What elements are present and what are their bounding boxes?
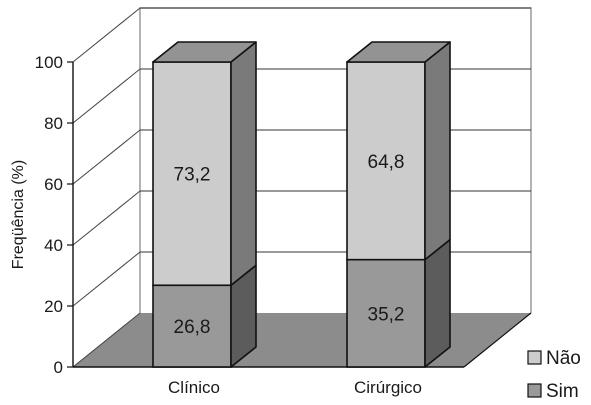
legend-label-sim: Sim <box>546 381 579 402</box>
side-gridline-5 <box>72 7 141 63</box>
bar-não-top <box>152 41 257 63</box>
y-tick-label: 80 <box>44 114 63 133</box>
bar-não-side <box>424 41 451 261</box>
y-tick-label: 100 <box>35 53 63 72</box>
y-tick-label: 40 <box>44 236 63 255</box>
data-label: 26,8 <box>174 317 211 338</box>
side-gridline-2 <box>72 190 141 246</box>
x-tick-label: Cirúrgico <box>354 378 422 397</box>
bar-não-side <box>230 41 257 287</box>
floor-right-edge <box>463 312 532 368</box>
data-label: 64,8 <box>368 152 405 173</box>
bar-não-top <box>346 41 451 63</box>
x-tick-label: Clínico <box>168 378 220 397</box>
bars-layer <box>152 41 451 368</box>
data-label: 35,2 <box>368 304 405 325</box>
bar-não-front <box>152 61 232 287</box>
chart-floor <box>73 313 531 367</box>
y-tick-label: 20 <box>44 297 63 316</box>
bar-sim-front <box>346 258 426 368</box>
side-gridline-3 <box>72 129 141 185</box>
side-gridline-4 <box>72 68 141 124</box>
legend-swatch-sim <box>527 383 542 398</box>
legend: Não Sim <box>527 348 581 402</box>
bar-sim-side <box>424 238 451 368</box>
legend-swatch-não <box>527 350 542 365</box>
data-label: 73,2 <box>174 165 211 186</box>
y-tick-label: 60 <box>44 175 63 194</box>
labels-layer: 0 20 40 60 80 100 Freqüência (%) 26,8 73,2 Clínic… <box>10 53 422 397</box>
legend-label-não: Não <box>546 348 581 369</box>
bar-não-front <box>346 61 426 261</box>
side-gridline-1 <box>72 251 141 307</box>
side-gridline-0 <box>72 312 141 368</box>
chart-floor-layer <box>73 313 531 367</box>
y-tick-label: 0 <box>54 358 63 377</box>
y-axis-title: Freqüência (%) <box>10 160 27 269</box>
